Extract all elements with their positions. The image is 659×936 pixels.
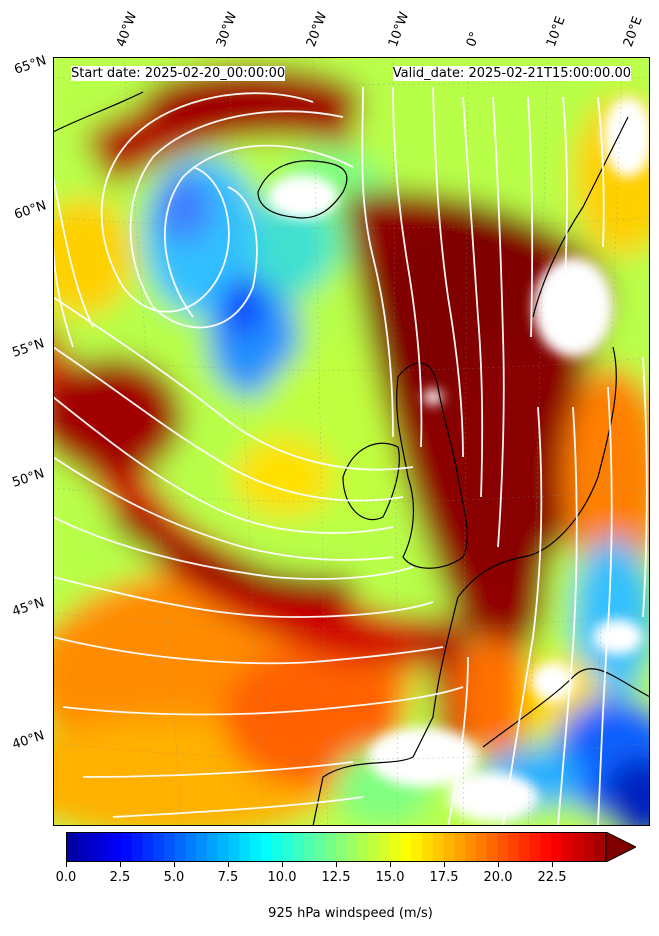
colorbar-segment — [120, 833, 133, 861]
colorbar-segment — [217, 833, 229, 861]
colorbar-segment — [400, 833, 412, 861]
colorbar-segment — [336, 833, 348, 861]
lon-label-0: 0° — [463, 29, 484, 49]
colorbar-segment — [314, 833, 326, 861]
norway-coast — [532, 116, 629, 318]
colorbar-segment — [196, 833, 208, 861]
colorbar-tick — [228, 862, 229, 867]
colorbar-segment — [99, 833, 111, 861]
colorbar-tick — [66, 862, 67, 867]
colorbar-title: 925 hPa windspeed (m/s) — [268, 906, 433, 921]
colorbar-segment — [432, 833, 445, 861]
colorbar-segment — [110, 833, 122, 861]
colorbar-segment — [561, 833, 574, 861]
colorbar-segment — [67, 833, 79, 861]
streamlines — [53, 86, 648, 826]
colorbar-segment — [475, 833, 488, 861]
colorbar-tick-label: 0.0 — [55, 870, 77, 885]
lon-label-40w: 40°W — [113, 10, 141, 49]
colorbar-segment — [292, 833, 305, 861]
colorbar-extension — [606, 832, 636, 862]
colorbar-tick — [552, 862, 553, 867]
colorbar-tick — [120, 862, 121, 867]
colorbar-segment — [529, 833, 542, 861]
colorbar-segment — [422, 833, 434, 861]
lon-label-20w: 20°W — [303, 10, 331, 49]
colorbar-tick-label: 22.5 — [537, 870, 567, 885]
colorbar-segment — [206, 833, 219, 861]
colorbar-segment — [357, 833, 369, 861]
iceland-coast — [257, 160, 348, 219]
lon-label-20e: 20°E — [620, 14, 646, 50]
graticule — [53, 57, 650, 826]
valid-date-label: Valid_date: 2025-02-21T15:00:00.00 — [392, 66, 631, 81]
colorbar-tick — [498, 862, 499, 867]
colorbar-segment — [260, 833, 273, 861]
colorbar-tick-label: 10.0 — [267, 870, 297, 885]
colorbar-tick — [174, 862, 175, 867]
colorbar-segment — [389, 833, 402, 861]
colorbar-tick — [282, 862, 283, 867]
missing-data-areas — [268, 97, 650, 822]
colorbar-tick-label: 7.5 — [217, 870, 239, 885]
colorbar-segment — [454, 833, 466, 861]
colorbar-tick — [444, 862, 445, 867]
colorbar-segment — [518, 833, 531, 861]
lon-label-10e: 10°E — [543, 14, 569, 50]
colorbar-tick-label: 12.5 — [321, 870, 351, 885]
colorbar-segment — [368, 833, 380, 861]
colorbar-segment — [583, 833, 595, 861]
colorbar-segment — [239, 833, 251, 861]
colorbar-segment — [228, 833, 240, 861]
ireland-coast — [342, 442, 400, 521]
colorbar-segment — [174, 833, 186, 861]
colorbar-segment — [346, 833, 359, 861]
colorbar-segment — [508, 833, 520, 861]
colorbar-segment — [153, 833, 165, 861]
colorbar-segment — [271, 833, 283, 861]
wind-field-svg — [53, 57, 650, 826]
colorbar-segment — [142, 833, 154, 861]
colorbar-segment — [163, 833, 176, 861]
colorbar-segment — [303, 833, 316, 861]
colorbar-tick — [390, 862, 391, 867]
lat-label-60n: 60°N — [12, 198, 49, 223]
colorbar-tick-label: 20.0 — [483, 870, 513, 885]
colorbar-segment — [497, 833, 509, 861]
colorbar-tick-label: 15.0 — [375, 870, 405, 885]
colorbar-segment — [131, 833, 143, 861]
lon-label-10w: 10°W — [385, 10, 413, 49]
colorbar-segment — [465, 833, 477, 861]
colorbar-segment — [88, 833, 100, 861]
colorbar-segment — [379, 833, 391, 861]
start-date-label: Start date: 2025-02-20_00:00:00 — [71, 66, 286, 81]
colorbar-segment — [540, 833, 552, 861]
colorbar-segment — [282, 833, 294, 861]
colorbar-tick-label: 2.5 — [109, 870, 131, 885]
colorbar-segment — [185, 833, 197, 861]
lat-label-65n: 65°N — [12, 53, 49, 78]
colorbar-tick-label: 17.5 — [429, 870, 459, 885]
colorbar-segment — [551, 833, 563, 861]
colorbar — [66, 832, 606, 862]
wind-map — [53, 57, 650, 826]
lat-label-40n: 40°N — [10, 728, 47, 753]
colorbar-segment — [443, 833, 455, 861]
greenland-coast — [53, 91, 144, 133]
colorbar-segment — [572, 833, 585, 861]
lon-label-30w: 30°W — [213, 10, 241, 49]
colorbar-segment — [325, 833, 337, 861]
colorbar-segment — [77, 833, 90, 861]
colorbar-segment — [249, 833, 262, 861]
colorbar-segment — [486, 833, 498, 861]
lat-label-50n: 50°N — [10, 466, 47, 491]
colorbar-tick — [336, 862, 337, 867]
lat-label-55n: 55°N — [10, 336, 47, 361]
colorbar-segment — [411, 833, 423, 861]
britain-coast — [396, 362, 468, 569]
colorbar-segment — [594, 833, 605, 861]
lat-label-45n: 45°N — [10, 595, 47, 620]
colorbar-tick-label: 5.0 — [163, 870, 185, 885]
